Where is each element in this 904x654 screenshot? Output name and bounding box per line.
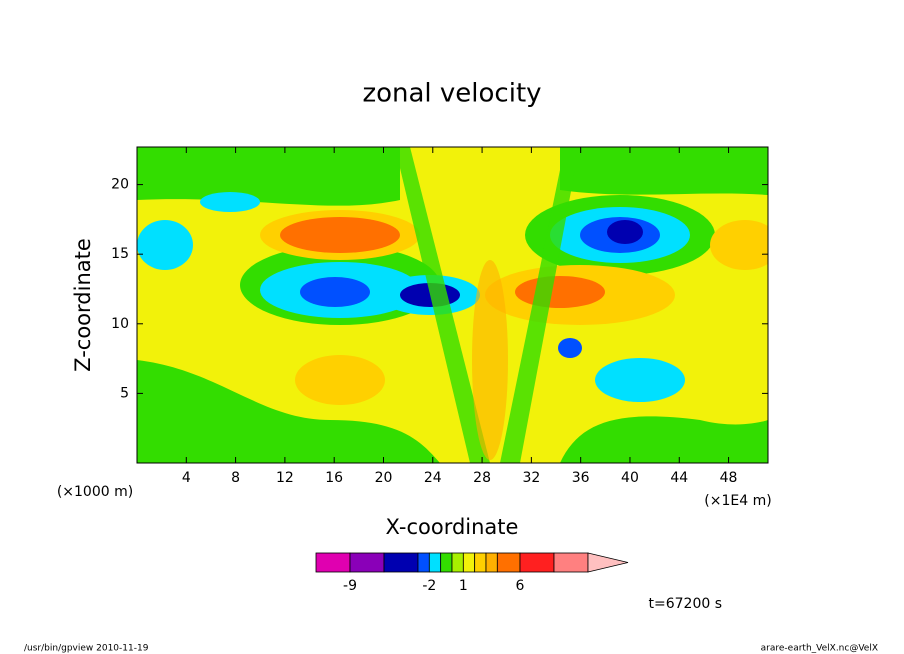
time-label: t=67200 s bbox=[649, 596, 723, 612]
footer-left: /usr/bin/gpview 2010-11-19 bbox=[24, 644, 149, 654]
colorbar-segment bbox=[349, 552, 385, 573]
x-tick-label: 48 bbox=[720, 470, 738, 486]
colorbar-segment bbox=[315, 552, 351, 573]
colorbar-tick-label: 6 bbox=[516, 578, 525, 594]
x-axis-label: X-coordinate bbox=[386, 515, 519, 539]
x-unit-left: (×1000 m) bbox=[57, 484, 133, 500]
colorbar-segment bbox=[553, 552, 589, 573]
y-tick-label: 15 bbox=[111, 246, 129, 262]
x-tick-label: 44 bbox=[670, 470, 688, 486]
contour-field bbox=[137, 147, 768, 463]
x-tick-label: 8 bbox=[231, 470, 240, 486]
x-tick-label: 40 bbox=[621, 470, 639, 486]
colorbar-segment bbox=[485, 552, 498, 573]
colorbar-segment bbox=[451, 552, 464, 573]
y-tick-label: 10 bbox=[111, 316, 129, 332]
y-tick-label: 5 bbox=[120, 385, 129, 401]
colorbar-segment bbox=[417, 552, 430, 573]
y-axis-label: Z-coordinate bbox=[71, 238, 95, 372]
colorbar-segment bbox=[440, 552, 453, 573]
colorbar-tick-label: -9 bbox=[343, 578, 357, 594]
x-tick-label: 36 bbox=[572, 470, 590, 486]
colorbar-segment bbox=[428, 552, 442, 573]
footer-right: arare-earth_VelX.nc@VelX bbox=[761, 644, 878, 654]
colorbar-segment bbox=[519, 552, 555, 573]
chart-title: zonal velocity bbox=[362, 79, 541, 109]
colorbar-extension bbox=[587, 552, 629, 573]
colorbar-tick-label: 1 bbox=[459, 578, 468, 594]
y-tick-label: 20 bbox=[111, 177, 129, 193]
colorbar-tick-label: -2 bbox=[422, 578, 436, 594]
colorbar-segment bbox=[383, 552, 419, 573]
x-tick-label: 4 bbox=[182, 470, 191, 486]
colorbar-segment bbox=[462, 552, 476, 573]
x-tick-label: 16 bbox=[325, 470, 343, 486]
x-tick-label: 20 bbox=[375, 470, 393, 486]
x-tick-label: 24 bbox=[424, 470, 442, 486]
plot-frame bbox=[136, 146, 769, 464]
x-tick-label: 28 bbox=[473, 470, 491, 486]
colorbar-segment bbox=[496, 552, 521, 573]
colorbar-segment bbox=[474, 552, 487, 573]
x-tick-label: 12 bbox=[276, 470, 294, 486]
x-unit-right: (×1E4 m) bbox=[704, 493, 771, 509]
x-tick-label: 32 bbox=[522, 470, 540, 486]
